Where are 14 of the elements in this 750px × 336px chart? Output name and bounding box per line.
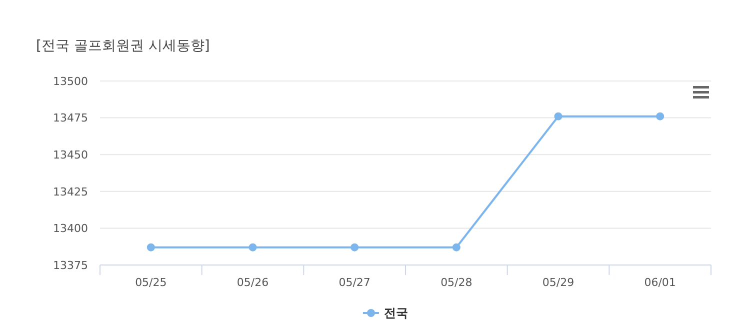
- x-tick-label: 05/27: [338, 276, 370, 289]
- x-tick-label: 06/01: [644, 276, 676, 289]
- x-tick-label: 05/28: [440, 276, 472, 289]
- y-tick-label: 13475: [53, 112, 88, 125]
- y-tick-label: 13425: [53, 185, 88, 198]
- chart-title: [전국 골프회원권 시세동향]: [36, 38, 210, 54]
- y-tick-label: 13500: [53, 74, 88, 88]
- y-tick-label: 13375: [53, 258, 88, 272]
- legend-label: 전국: [384, 306, 408, 320]
- x-tick-label: 05/29: [542, 276, 574, 289]
- x-tick-label: 05/26: [236, 276, 269, 289]
- x-tick-label: 05/25: [135, 276, 167, 289]
- y-tick-label: 13450: [53, 148, 88, 162]
- y-tick-label: 13400: [53, 222, 88, 236]
